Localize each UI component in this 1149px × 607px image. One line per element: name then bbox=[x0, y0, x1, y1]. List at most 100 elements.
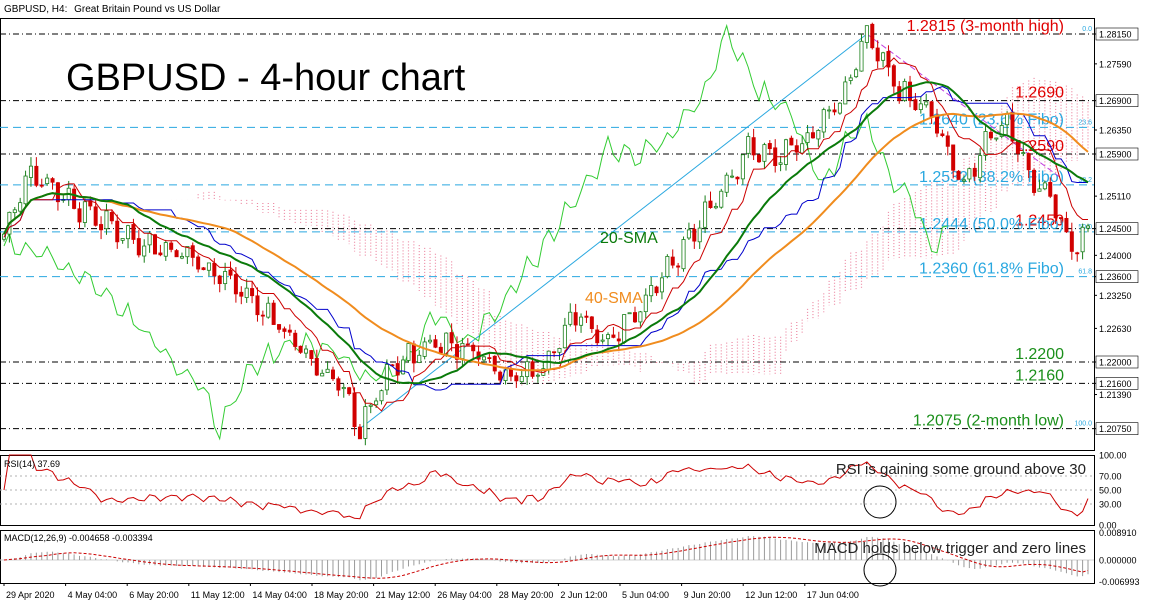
x-tick-label: 28 May 20:00 bbox=[499, 590, 554, 600]
rsi-annotation: RSI is gaining some ground above 30 bbox=[836, 461, 1086, 478]
candle-body bbox=[600, 339, 605, 342]
candle-body bbox=[789, 137, 794, 146]
level-label: 1.2532 (38.2% Fibo) bbox=[919, 169, 1064, 186]
y-tick-label: 1.26900 bbox=[1099, 96, 1132, 106]
y-tick-box bbox=[1095, 27, 1139, 41]
candle-body bbox=[724, 174, 729, 193]
candle-body bbox=[670, 256, 675, 266]
candle-body bbox=[552, 351, 557, 354]
candle-body bbox=[730, 175, 735, 178]
fibo-tag: 61.8 bbox=[1078, 269, 1092, 276]
x-tick-label: 17 Jun 04:00 bbox=[807, 590, 859, 600]
candle-body bbox=[271, 302, 276, 325]
candle-body bbox=[961, 179, 966, 182]
rsi-tick-label: 50.00 bbox=[1099, 486, 1122, 496]
y-tick-box bbox=[1095, 222, 1139, 235]
y-tick-label: 1.23600 bbox=[1099, 272, 1132, 282]
candle-body bbox=[12, 209, 17, 214]
fibo-tag: 23.6 bbox=[1078, 119, 1092, 126]
fibo-tag: 100.0 bbox=[1074, 421, 1092, 428]
candle-body bbox=[498, 371, 503, 381]
candle-body bbox=[395, 363, 400, 376]
candle-body bbox=[1080, 226, 1085, 253]
candle-body bbox=[465, 343, 470, 346]
candle-body bbox=[287, 329, 292, 333]
candle-body bbox=[848, 77, 853, 81]
candle-body bbox=[352, 392, 357, 427]
candle-body bbox=[455, 344, 460, 360]
candle-body bbox=[891, 65, 896, 87]
y-tick-label: 1.23250 bbox=[1099, 291, 1132, 301]
candle-body bbox=[255, 295, 260, 316]
candle-body bbox=[713, 205, 718, 209]
candle-body bbox=[643, 294, 648, 313]
fibo-tag: 0.0 bbox=[1082, 26, 1092, 33]
candle-body bbox=[174, 250, 179, 258]
candle-body bbox=[816, 130, 821, 140]
candle-body bbox=[573, 312, 578, 326]
symbol-description: Great Britain Pound vs US Dollar bbox=[74, 4, 221, 15]
candle-body bbox=[212, 262, 217, 277]
candle-body bbox=[406, 343, 411, 361]
candle-body bbox=[1048, 181, 1053, 197]
candle-body bbox=[924, 101, 929, 106]
candle-body bbox=[929, 101, 934, 117]
candle-body bbox=[217, 275, 222, 285]
y-tick-box bbox=[1095, 355, 1139, 369]
y-tick-label: 1.24500 bbox=[1099, 224, 1132, 234]
x-tick-label: 11 May 12:00 bbox=[191, 590, 245, 600]
candle-body bbox=[751, 137, 756, 156]
candle-body bbox=[293, 332, 298, 347]
candle-body bbox=[330, 369, 335, 380]
candle-body bbox=[196, 256, 201, 270]
y-tick-box bbox=[1095, 94, 1139, 107]
candle-body bbox=[72, 188, 77, 209]
candle-body bbox=[320, 372, 325, 377]
macd-tick-label: 0.000000 bbox=[1099, 556, 1137, 566]
candle-body bbox=[940, 133, 945, 136]
candle-body bbox=[1042, 182, 1047, 190]
candle-body bbox=[508, 368, 513, 377]
candle-body bbox=[1032, 169, 1037, 193]
y-tick-label: 1.20750 bbox=[1099, 424, 1132, 434]
x-tick-label: 18 May 20:00 bbox=[314, 590, 369, 600]
candle-body bbox=[762, 144, 767, 162]
chart-header: GBPUSD, H4: Great Britain Pound vs US Do… bbox=[4, 4, 220, 15]
candle-body bbox=[1005, 113, 1010, 126]
candle-body bbox=[681, 239, 686, 270]
level-label: 1.2444 (50.0% Fibo) bbox=[919, 216, 1064, 233]
candle-body bbox=[481, 356, 486, 361]
candle-body bbox=[999, 125, 1004, 137]
candle-body bbox=[223, 271, 228, 285]
y-tick-box bbox=[1095, 270, 1139, 283]
candle-body bbox=[697, 227, 702, 243]
candle-body bbox=[568, 311, 573, 325]
candle-body bbox=[357, 426, 362, 440]
candle-body bbox=[875, 47, 880, 62]
fibo-tag: 50.0 bbox=[1078, 224, 1092, 231]
candle-body bbox=[864, 25, 869, 43]
candle-body bbox=[34, 165, 39, 186]
candle-body bbox=[1064, 218, 1069, 233]
candle-body bbox=[82, 201, 87, 223]
macd-panel-frame bbox=[0, 530, 1095, 584]
candle-body bbox=[708, 200, 713, 208]
candle-body bbox=[1086, 225, 1091, 229]
candle-body bbox=[918, 103, 923, 111]
x-tick-label: 2 Jun 12:00 bbox=[560, 590, 607, 600]
candle-body bbox=[433, 339, 438, 348]
candle-body bbox=[735, 176, 740, 180]
candle-body bbox=[244, 287, 249, 298]
candle-body bbox=[471, 344, 476, 352]
candle-body bbox=[546, 350, 551, 370]
y-tick-label: 1.26350 bbox=[1099, 126, 1132, 136]
candle-body bbox=[179, 256, 184, 259]
candle-body bbox=[881, 52, 886, 61]
rsi-highlight-circle bbox=[863, 485, 897, 519]
candle-body bbox=[800, 143, 805, 154]
candle-body bbox=[325, 368, 330, 373]
candle-body bbox=[843, 81, 848, 105]
candle-body bbox=[492, 355, 497, 372]
level-label: 1.2075 (2-month low) bbox=[913, 413, 1064, 430]
level-label: 1.2200 bbox=[1015, 346, 1064, 363]
